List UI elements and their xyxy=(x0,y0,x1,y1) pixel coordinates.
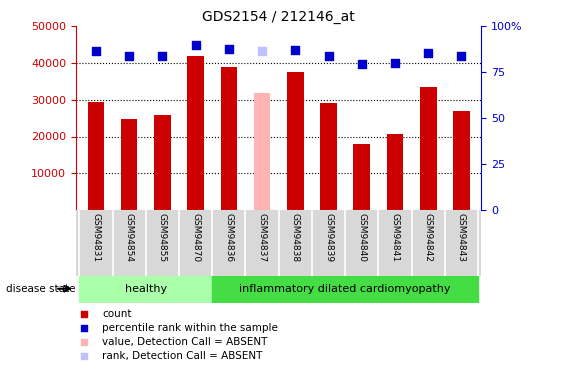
Point xyxy=(291,47,300,53)
Bar xyxy=(88,102,104,210)
Text: GSM94854: GSM94854 xyxy=(124,213,133,262)
Bar xyxy=(154,115,171,210)
Point xyxy=(324,53,333,58)
Text: percentile rank within the sample: percentile rank within the sample xyxy=(102,323,278,333)
Point xyxy=(80,352,89,358)
Point xyxy=(124,53,133,58)
Point xyxy=(80,311,89,317)
Bar xyxy=(221,67,237,210)
Point xyxy=(158,53,167,58)
Text: inflammatory dilated cardiomyopathy: inflammatory dilated cardiomyopathy xyxy=(239,284,451,294)
Text: count: count xyxy=(102,309,132,319)
Bar xyxy=(387,134,403,210)
Bar xyxy=(254,93,270,210)
Point xyxy=(391,60,400,66)
Point xyxy=(191,42,200,48)
Text: GSM94870: GSM94870 xyxy=(191,213,200,262)
Text: GSM94839: GSM94839 xyxy=(324,213,333,262)
Text: rank, Detection Call = ABSENT: rank, Detection Call = ABSENT xyxy=(102,351,263,361)
Bar xyxy=(121,119,137,210)
Point xyxy=(80,325,89,331)
Bar xyxy=(187,56,204,210)
Text: GSM94836: GSM94836 xyxy=(224,213,233,262)
Point xyxy=(91,48,100,54)
Text: GSM94837: GSM94837 xyxy=(257,213,266,262)
Bar xyxy=(320,104,337,210)
Text: GSM94855: GSM94855 xyxy=(158,213,167,262)
Text: GSM94838: GSM94838 xyxy=(291,213,300,262)
Bar xyxy=(354,144,370,210)
Text: value, Detection Call = ABSENT: value, Detection Call = ABSENT xyxy=(102,337,268,347)
Bar xyxy=(420,87,436,210)
Point xyxy=(358,61,367,67)
Point xyxy=(257,48,266,54)
Point xyxy=(80,339,89,345)
Bar xyxy=(287,72,303,210)
Text: healthy: healthy xyxy=(125,284,167,294)
Title: GDS2154 / 212146_at: GDS2154 / 212146_at xyxy=(202,10,355,24)
Point xyxy=(224,46,233,52)
Text: GSM94841: GSM94841 xyxy=(391,213,400,262)
Bar xyxy=(453,111,470,210)
Text: GSM94842: GSM94842 xyxy=(424,213,433,262)
Text: GSM94843: GSM94843 xyxy=(457,213,466,262)
Text: GSM94840: GSM94840 xyxy=(358,213,367,262)
Point xyxy=(424,50,433,56)
Point xyxy=(457,53,466,58)
Text: disease state: disease state xyxy=(6,284,75,294)
Text: GSM94831: GSM94831 xyxy=(91,213,100,262)
